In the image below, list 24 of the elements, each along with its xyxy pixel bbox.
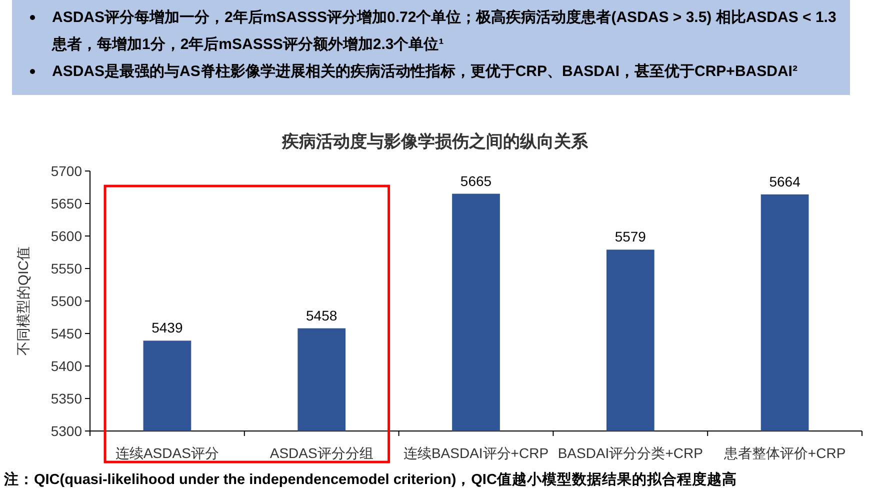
data-label: 5579 bbox=[614, 228, 646, 245]
y-tick-label: 5350 bbox=[50, 390, 82, 406]
data-label: 5458 bbox=[306, 307, 338, 324]
data-label: 5439 bbox=[152, 320, 183, 336]
y-tick-label: 5650 bbox=[50, 196, 82, 212]
x-tick-label: 患者整体评价+CRP bbox=[722, 445, 846, 461]
y-tick-label: 5450 bbox=[50, 326, 82, 342]
x-tick-label: 连续ASDAS评分 bbox=[115, 445, 219, 461]
text: 注：QIC(quasi-likelihood under the independencemodel criterion)，QIC值越小模型数据结果的拟合程度越高 bbox=[4, 470, 737, 489]
y-axis-title: 不同模型的QIC值 bbox=[15, 246, 31, 356]
text: ASDAS评分每增加一分，2年后mSASSS评分增加0.72个单位；极高疾病活动度患者(ASDAS > 3.5) 相比ASDAS < 1.3患者，每增加1分，2年后mSASSS评分额外增加2.3个单位¹ bbox=[52, 9, 836, 53]
x-tick-label: 连续BASDAI评分+CRP bbox=[403, 445, 549, 461]
y-tick-label: 5600 bbox=[50, 228, 82, 244]
y-tick-label: 5700 bbox=[50, 163, 82, 179]
text: ASDAS是最强的与AS脊柱影像学进展相关的疾病活动性指标，更优于CRP、BASDAI，甚至优于CRP+BASDAI² bbox=[52, 63, 798, 80]
x-tick-label: BASDAI评分分类+CRP bbox=[558, 445, 703, 461]
y-tick-label: 5550 bbox=[50, 260, 82, 276]
data-label: 5665 bbox=[460, 172, 492, 189]
chart-title: 疾病活动度与影像学损伤之间的纵向关系 bbox=[281, 132, 589, 151]
x-tick-label: ASDAS评分分组 bbox=[270, 445, 374, 461]
data-label: 5664 bbox=[769, 173, 801, 190]
y-tick-label: 5500 bbox=[50, 293, 82, 309]
y-tick-label: 5400 bbox=[50, 358, 82, 374]
y-tick-label: 5300 bbox=[50, 423, 82, 439]
